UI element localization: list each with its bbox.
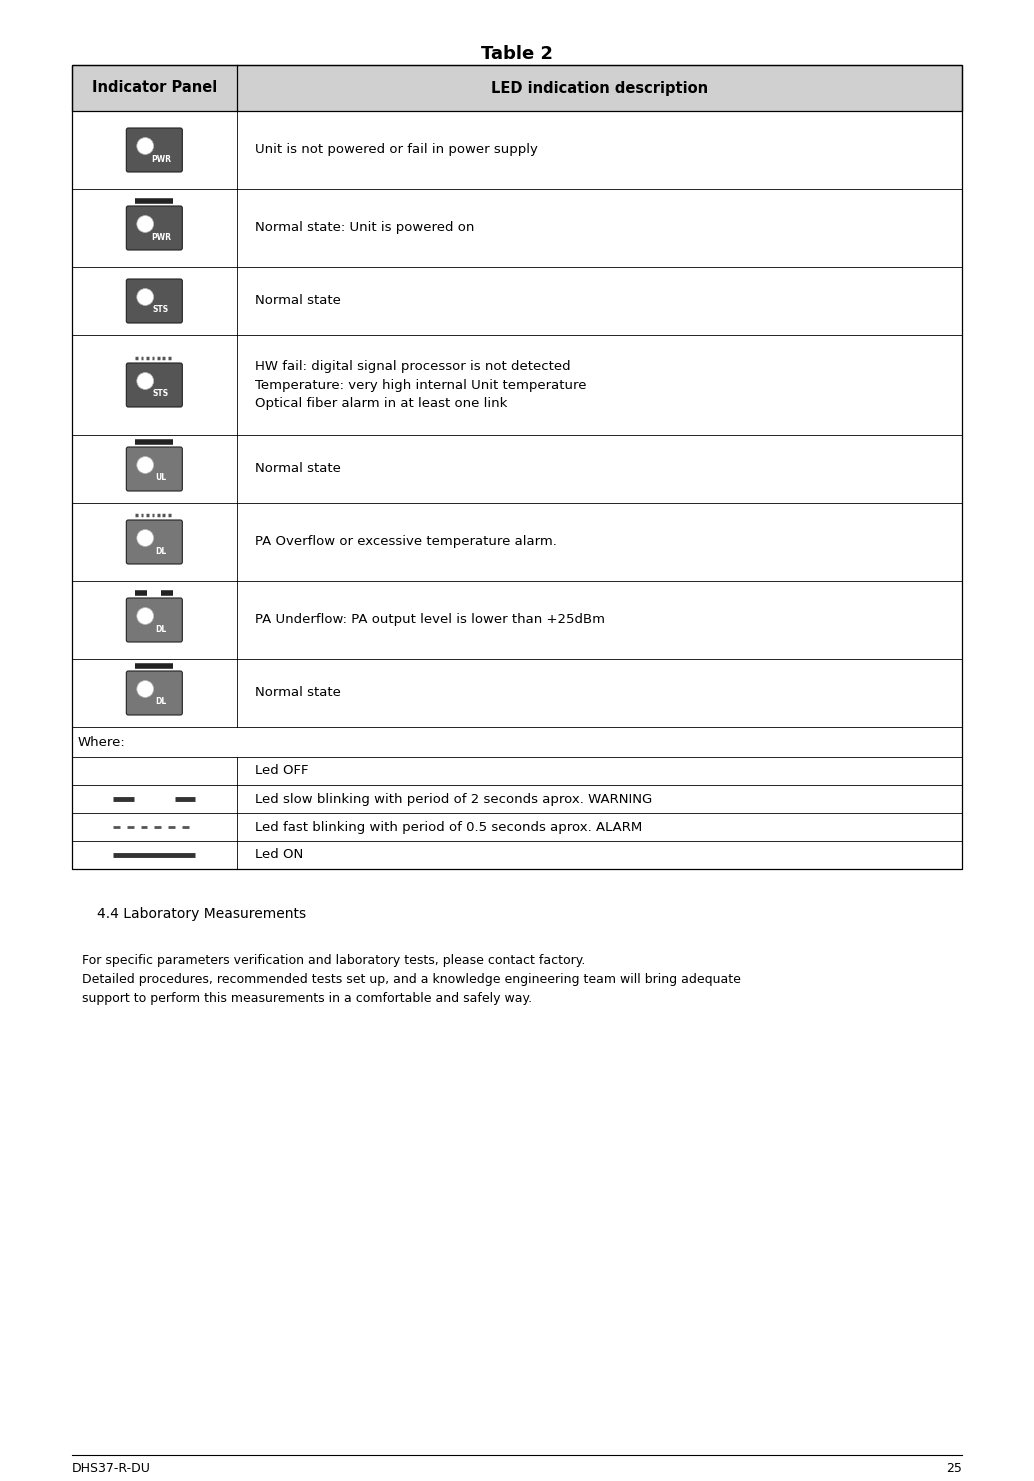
Text: STS: STS <box>153 305 169 314</box>
Text: Indicator Panel: Indicator Panel <box>92 80 217 95</box>
Text: DL: DL <box>155 698 166 706</box>
Circle shape <box>136 373 154 390</box>
Text: DHS37-R-DU: DHS37-R-DU <box>72 1463 151 1475</box>
Bar <box>72 841 962 869</box>
Text: 25: 25 <box>946 1463 962 1475</box>
Circle shape <box>136 138 154 154</box>
Bar <box>72 581 962 659</box>
Text: Led slow blinking with period of 2 seconds aprox. WARNING: Led slow blinking with period of 2 secon… <box>254 792 651 806</box>
FancyBboxPatch shape <box>126 278 182 323</box>
Bar <box>72 65 962 111</box>
Circle shape <box>136 681 154 698</box>
Text: PWR: PWR <box>151 154 171 163</box>
Text: Led OFF: Led OFF <box>254 764 308 778</box>
FancyBboxPatch shape <box>126 671 182 715</box>
Bar <box>72 65 962 869</box>
Text: PA Underflow: PA output level is lower than +25dBm: PA Underflow: PA output level is lower t… <box>254 613 605 626</box>
Text: Normal state: Unit is powered on: Normal state: Unit is powered on <box>254 222 474 234</box>
FancyBboxPatch shape <box>126 363 182 407</box>
Text: DL: DL <box>155 625 166 634</box>
Text: Unit is not powered or fail in power supply: Unit is not powered or fail in power sup… <box>254 144 538 157</box>
Text: STS: STS <box>153 390 169 398</box>
Bar <box>72 727 962 757</box>
Bar <box>72 757 962 785</box>
Text: For specific parameters verification and laboratory tests, please contact factor: For specific parameters verification and… <box>82 954 741 1006</box>
Bar <box>72 659 962 727</box>
Text: PA Overflow or excessive temperature alarm.: PA Overflow or excessive temperature ala… <box>254 536 556 548</box>
Text: Led fast blinking with period of 0.5 seconds aprox. ALARM: Led fast blinking with period of 0.5 sec… <box>254 820 642 834</box>
FancyBboxPatch shape <box>126 598 182 641</box>
Text: 4.4 Laboratory Measurements: 4.4 Laboratory Measurements <box>97 906 306 921</box>
FancyBboxPatch shape <box>126 520 182 564</box>
Text: Led ON: Led ON <box>254 849 303 862</box>
Text: LED indication description: LED indication description <box>491 80 708 95</box>
Bar <box>72 267 962 335</box>
Circle shape <box>136 289 154 305</box>
Text: Normal state: Normal state <box>254 687 340 699</box>
Bar <box>72 813 962 841</box>
Bar <box>72 504 962 581</box>
Text: PWR: PWR <box>151 233 171 241</box>
Text: Table 2: Table 2 <box>481 44 553 64</box>
Circle shape <box>136 216 154 233</box>
Bar <box>72 111 962 190</box>
Circle shape <box>136 530 154 546</box>
Text: Where:: Where: <box>78 736 126 748</box>
Text: Normal state: Normal state <box>254 295 340 308</box>
Text: UL: UL <box>155 474 166 483</box>
Bar <box>72 335 962 435</box>
Text: DL: DL <box>155 546 166 555</box>
Text: Normal state: Normal state <box>254 462 340 475</box>
Circle shape <box>136 456 154 474</box>
Text: HW fail: digital signal processor is not detected
Temperature: very high interna: HW fail: digital signal processor is not… <box>254 360 586 410</box>
Bar <box>72 785 962 813</box>
FancyBboxPatch shape <box>126 206 182 250</box>
Bar <box>72 190 962 267</box>
FancyBboxPatch shape <box>126 127 182 172</box>
Circle shape <box>136 607 154 625</box>
Bar <box>72 435 962 504</box>
FancyBboxPatch shape <box>126 447 182 492</box>
